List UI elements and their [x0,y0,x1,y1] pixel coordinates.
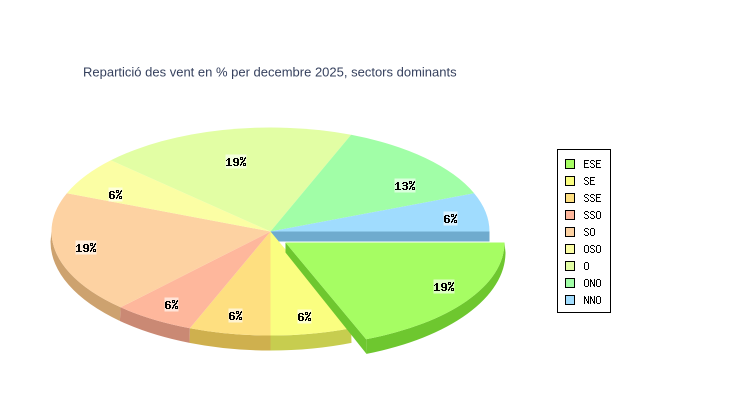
svg-text:Repartició des vent en % per d: Repartició des vent en % per decembre 20… [83,65,457,80]
